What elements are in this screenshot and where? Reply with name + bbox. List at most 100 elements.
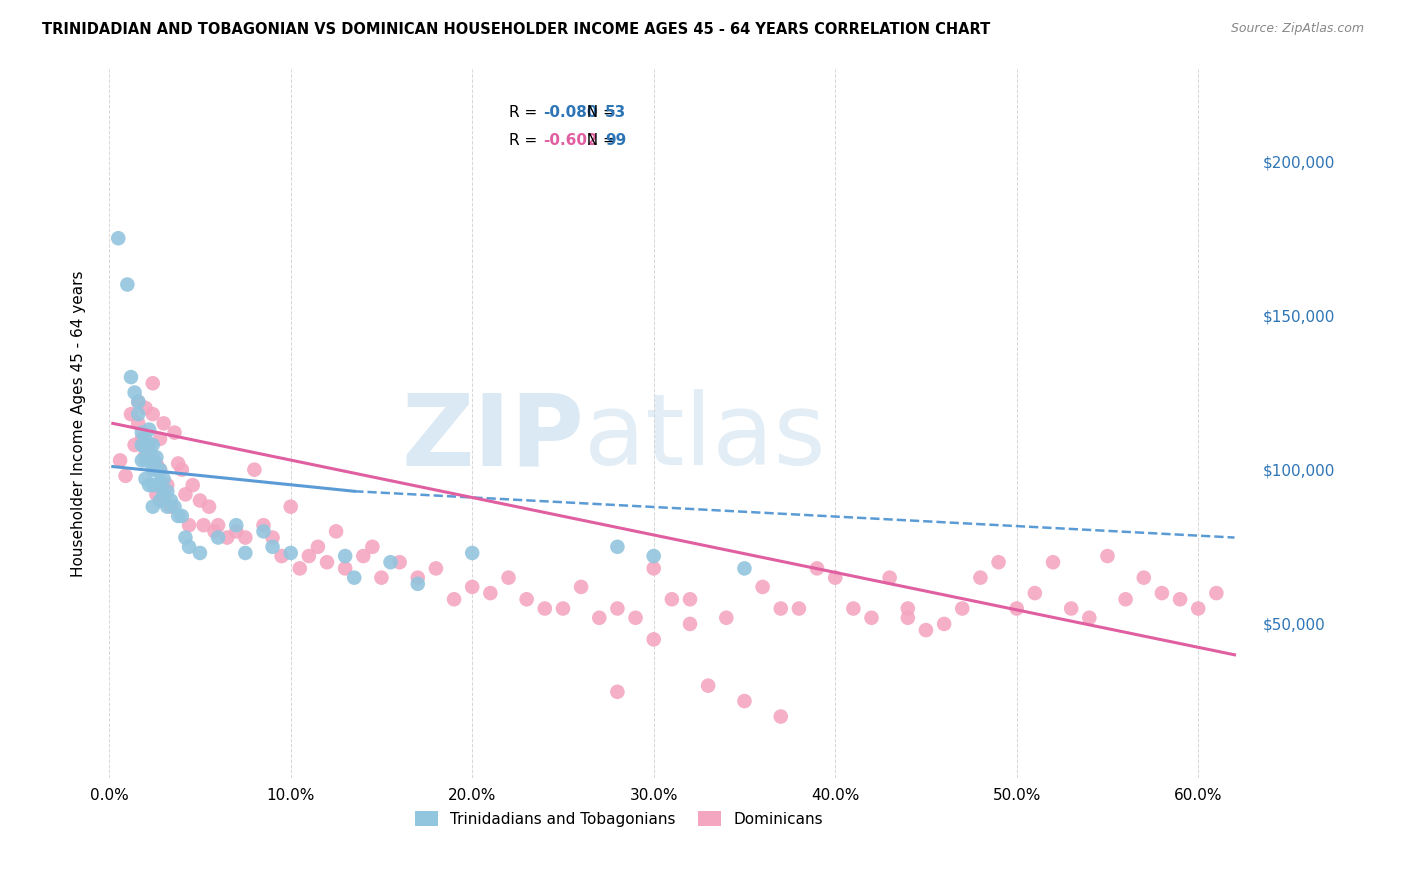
Point xyxy=(149,432,172,446)
Point xyxy=(149,463,172,477)
Point xyxy=(643,561,665,575)
Point xyxy=(225,518,247,533)
Point xyxy=(1078,611,1101,625)
Point xyxy=(145,450,167,465)
Point xyxy=(138,438,160,452)
Point xyxy=(1132,571,1154,585)
Point xyxy=(124,385,146,400)
Text: -0.602: -0.602 xyxy=(543,134,598,148)
Point xyxy=(108,453,131,467)
Text: atlas: atlas xyxy=(585,389,825,486)
Point xyxy=(288,561,311,575)
Point xyxy=(142,478,165,492)
Point xyxy=(114,468,136,483)
Point xyxy=(252,518,274,533)
Point xyxy=(217,531,239,545)
Point xyxy=(117,277,139,292)
Point xyxy=(1115,592,1137,607)
Point xyxy=(262,531,284,545)
Point xyxy=(152,493,174,508)
Point xyxy=(661,592,683,607)
Point xyxy=(679,592,702,607)
Point xyxy=(252,524,274,539)
Point xyxy=(127,407,149,421)
Point xyxy=(127,394,149,409)
Point xyxy=(131,425,153,440)
Point xyxy=(1024,586,1046,600)
Point xyxy=(1205,586,1227,600)
Point xyxy=(131,453,153,467)
Point xyxy=(142,500,165,514)
Point xyxy=(156,484,179,499)
Point xyxy=(716,611,738,625)
Point xyxy=(443,592,465,607)
Point xyxy=(198,500,221,514)
Point xyxy=(142,438,165,452)
Point xyxy=(1005,601,1028,615)
Point xyxy=(188,493,211,508)
Point xyxy=(177,540,200,554)
Point xyxy=(969,571,991,585)
Point xyxy=(769,709,792,723)
Text: R =: R = xyxy=(509,134,543,148)
Point xyxy=(806,561,828,575)
Point xyxy=(932,616,955,631)
Point xyxy=(138,453,160,467)
Point xyxy=(149,493,172,508)
Point xyxy=(138,478,160,492)
Point xyxy=(170,463,193,477)
Point xyxy=(733,561,755,575)
Point xyxy=(142,450,165,465)
Point xyxy=(316,555,339,569)
Point xyxy=(138,423,160,437)
Point xyxy=(370,571,392,585)
Point xyxy=(177,518,200,533)
Point xyxy=(551,601,574,615)
Point xyxy=(225,524,247,539)
Text: -0.080: -0.080 xyxy=(543,105,598,120)
Point xyxy=(142,376,165,391)
Point xyxy=(145,457,167,471)
Point xyxy=(352,549,374,563)
Point xyxy=(270,549,292,563)
Legend: Trinidadians and Tobagonians, Dominicans: Trinidadians and Tobagonians, Dominicans xyxy=(406,803,831,834)
Point xyxy=(842,601,865,615)
Point xyxy=(1187,601,1209,615)
Point xyxy=(388,555,411,569)
Point xyxy=(134,453,156,467)
Point xyxy=(262,540,284,554)
Point xyxy=(120,370,142,384)
Point xyxy=(679,616,702,631)
Point xyxy=(134,432,156,446)
Point xyxy=(127,394,149,409)
Point xyxy=(107,231,129,245)
Point xyxy=(134,441,156,455)
Point xyxy=(897,601,920,615)
Point xyxy=(516,592,538,607)
Point xyxy=(207,531,229,545)
Point xyxy=(380,555,402,569)
Point xyxy=(915,623,938,637)
Point xyxy=(479,586,502,600)
Point xyxy=(1060,601,1083,615)
Point xyxy=(606,601,628,615)
Point xyxy=(156,500,179,514)
Point xyxy=(131,438,153,452)
Point xyxy=(950,601,973,615)
Point xyxy=(569,580,592,594)
Point xyxy=(134,401,156,415)
Text: 99: 99 xyxy=(605,134,626,148)
Point xyxy=(325,524,347,539)
Point xyxy=(142,407,165,421)
Point xyxy=(131,432,153,446)
Point xyxy=(461,546,484,560)
Text: R =: R = xyxy=(509,105,543,120)
Point xyxy=(134,472,156,486)
Point xyxy=(127,417,149,431)
Point xyxy=(280,500,302,514)
Point xyxy=(188,546,211,560)
Point xyxy=(145,463,167,477)
Point xyxy=(145,487,167,501)
Point xyxy=(333,561,356,575)
Point xyxy=(307,540,329,554)
